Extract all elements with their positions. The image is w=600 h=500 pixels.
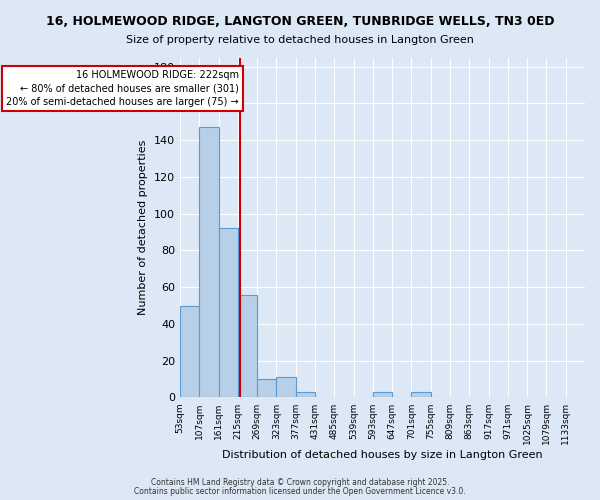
Text: Contains HM Land Registry data © Crown copyright and database right 2025.: Contains HM Land Registry data © Crown c… [151, 478, 449, 487]
Text: Contains public sector information licensed under the Open Government Licence v3: Contains public sector information licen… [134, 486, 466, 496]
Bar [257, 379, 277, 398]
Text: Size of property relative to detached houses in Langton Green: Size of property relative to detached ho… [126, 35, 474, 45]
Bar [296, 392, 315, 398]
Bar [373, 392, 392, 398]
Text: 16 HOLMEWOOD RIDGE: 222sqm
← 80% of detached houses are smaller (301)
20% of sem: 16 HOLMEWOOD RIDGE: 222sqm ← 80% of deta… [6, 70, 239, 107]
Y-axis label: Number of detached properties: Number of detached properties [139, 140, 148, 315]
Bar [412, 392, 431, 398]
Bar [277, 377, 296, 398]
Bar [218, 228, 238, 398]
Bar [199, 128, 218, 398]
X-axis label: Distribution of detached houses by size in Langton Green: Distribution of detached houses by size … [222, 450, 543, 460]
Bar [238, 294, 257, 398]
Text: 16, HOLMEWOOD RIDGE, LANGTON GREEN, TUNBRIDGE WELLS, TN3 0ED: 16, HOLMEWOOD RIDGE, LANGTON GREEN, TUNB… [46, 15, 554, 28]
Bar [180, 306, 199, 398]
